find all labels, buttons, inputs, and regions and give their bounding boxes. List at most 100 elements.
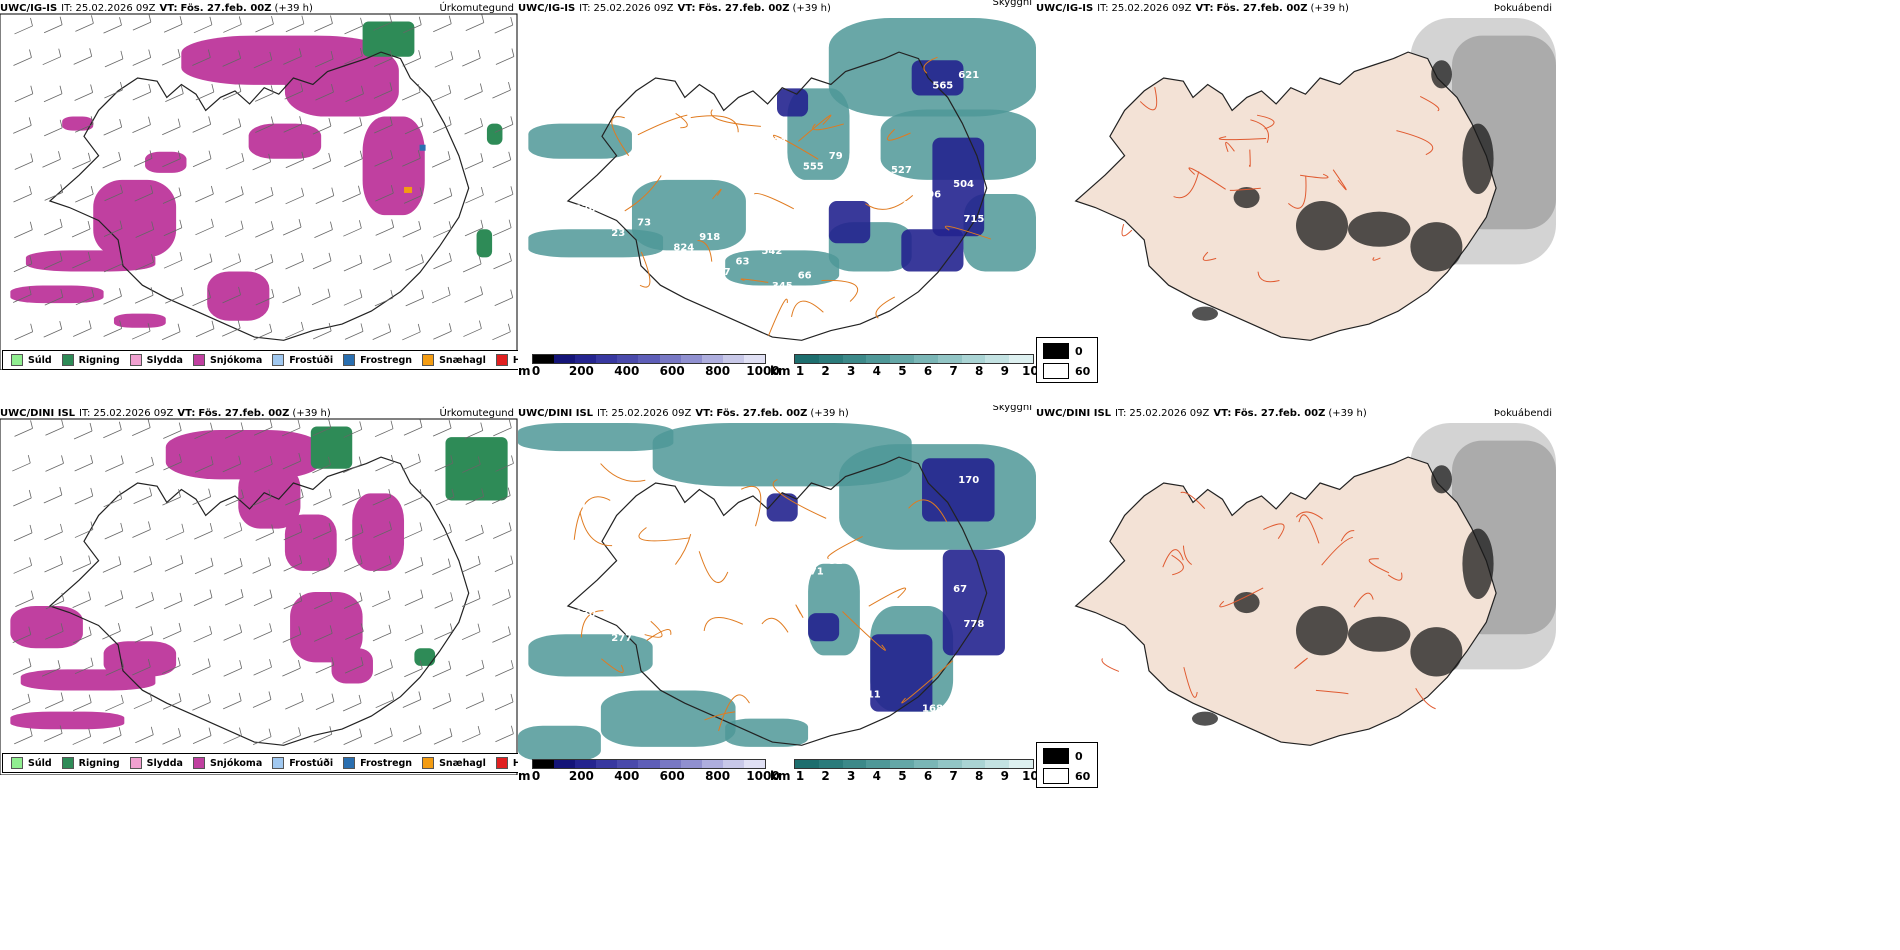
wind-barb xyxy=(43,486,63,504)
wind-barb xyxy=(343,456,362,473)
wind-barb xyxy=(253,51,273,69)
road-line xyxy=(1321,536,1353,566)
legend-label: Snjókoma xyxy=(209,757,263,769)
wind-barb xyxy=(72,728,92,745)
ceiling-tick: 600 xyxy=(659,769,685,783)
legend-swatch xyxy=(192,757,205,769)
wind-barb xyxy=(433,187,453,205)
init-time: 25.02.2026 09Z xyxy=(611,408,692,419)
iceland-outline xyxy=(48,51,470,341)
wind-barb xyxy=(464,422,484,439)
road-line xyxy=(740,278,769,283)
colorbar-cell xyxy=(1009,355,1033,363)
snow-area xyxy=(93,179,177,258)
panel-title: Skyggni xyxy=(992,405,1032,413)
wind-barb xyxy=(13,255,33,273)
wind-barb xyxy=(193,625,213,643)
road-line xyxy=(1256,114,1275,130)
init-time: 25.02.2026 09Z xyxy=(93,408,174,419)
wind-barb xyxy=(344,524,364,541)
road-line xyxy=(768,298,788,336)
wind-barb xyxy=(405,289,425,307)
road-line xyxy=(1171,554,1184,576)
ceiling-label: 568 xyxy=(668,98,689,109)
wind-barb xyxy=(465,488,485,505)
wind-barb xyxy=(372,624,392,642)
wind-barb xyxy=(195,218,214,236)
low-ceiling-area xyxy=(870,634,933,712)
wind-barb xyxy=(194,422,213,440)
ceiling-label: 22 xyxy=(637,623,651,634)
wind-barb xyxy=(314,221,333,238)
init-time: 25.02.2026 09Z xyxy=(593,3,674,14)
wind-barb xyxy=(223,727,242,744)
low-ceiling-area xyxy=(922,458,995,522)
wind-barb xyxy=(43,321,63,338)
fog-legend-row: 60 xyxy=(1043,363,1090,379)
wind-barb xyxy=(163,219,183,237)
wind-barb xyxy=(342,694,362,712)
ceiling-label: 352 xyxy=(606,84,627,95)
ceiling-colorbar: m 0 200 400 600 800 1000 xyxy=(518,352,780,382)
colorbar-cell xyxy=(985,355,1010,363)
snow-area xyxy=(238,465,301,529)
legend-swatch xyxy=(422,757,435,769)
ceiling-label: 267 xyxy=(710,267,731,278)
wind-barb xyxy=(135,456,154,474)
wind-barb xyxy=(255,116,274,133)
wind-barb xyxy=(312,419,332,437)
ceiling-unit: m xyxy=(518,769,531,783)
wind-barb xyxy=(344,150,363,168)
ceiling-unit: m xyxy=(518,364,531,378)
wind-barb xyxy=(311,557,331,575)
map-ceiling: 218 542 504 465 262 918 527 568 994 73 79 352 66 170 1… xyxy=(528,18,1036,341)
wind-barb xyxy=(223,522,243,539)
wind-barb xyxy=(402,453,421,471)
wind-barb xyxy=(44,184,64,201)
wind-barb xyxy=(462,456,481,473)
wind-barb xyxy=(222,118,242,135)
wind-barb xyxy=(312,152,332,170)
wind-barb xyxy=(194,557,214,575)
wind-barb xyxy=(44,289,64,306)
wind-barb xyxy=(45,455,64,472)
wind-barb xyxy=(312,456,331,474)
road-line xyxy=(1250,119,1269,143)
lead-time: (+39 h) xyxy=(792,3,831,14)
wind-barb xyxy=(74,487,94,505)
road-line xyxy=(1332,169,1347,191)
valid-time: Fös. 27.feb. 00Z xyxy=(198,408,290,419)
road-line xyxy=(600,463,646,482)
wind-barb xyxy=(343,592,363,609)
legend-item: Snjókoma xyxy=(192,757,263,769)
ceiling-label: 54 xyxy=(834,295,848,306)
ceiling-label: 168 xyxy=(922,704,943,715)
wind-barb xyxy=(192,488,212,506)
colorbar-cell xyxy=(575,760,597,768)
low-visibility-area xyxy=(725,718,809,747)
road-line xyxy=(637,114,688,136)
visibility-tick: 2 xyxy=(821,769,830,783)
visibility-tick: 3 xyxy=(847,364,856,378)
wind-barb xyxy=(282,219,302,236)
wind-barb xyxy=(253,659,272,676)
wind-barb xyxy=(134,626,154,643)
road-line xyxy=(675,534,692,565)
ceiling-label: 132 xyxy=(865,175,886,186)
colorbar-cell xyxy=(985,760,1010,768)
ceiling-label: 345 xyxy=(772,281,793,292)
wind-barb xyxy=(313,726,333,743)
wind-barb xyxy=(13,49,32,66)
wind-barb xyxy=(342,185,361,203)
ceiling-tick: 0 xyxy=(531,364,541,378)
fog-patch xyxy=(1431,60,1452,89)
ceiling-tick: 1000 xyxy=(746,769,780,783)
map-fog xyxy=(1074,18,1556,341)
map-precip-type xyxy=(0,418,518,775)
wind-barb xyxy=(462,255,482,273)
ceiling-tick: 400 xyxy=(614,769,640,783)
visibility-tick: 9 xyxy=(1000,364,1009,378)
wind-barb xyxy=(373,521,392,538)
wind-barb xyxy=(433,728,453,745)
wind-barb xyxy=(222,83,242,100)
